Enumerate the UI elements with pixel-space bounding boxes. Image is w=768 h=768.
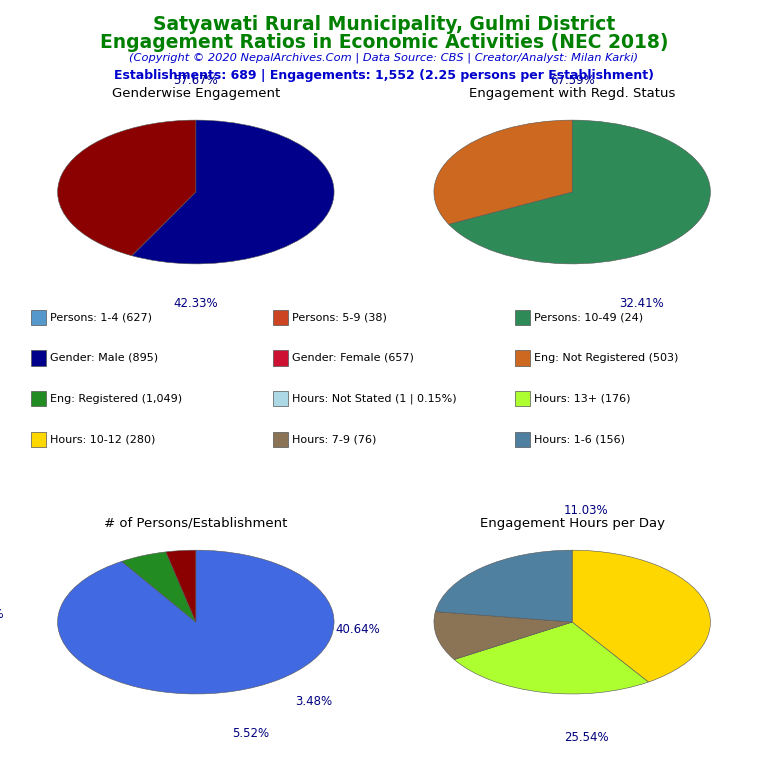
Text: 5.52%: 5.52% — [233, 727, 270, 740]
Text: 67.59%: 67.59% — [550, 74, 594, 87]
Wedge shape — [122, 552, 196, 622]
Text: 91.00%: 91.00% — [0, 608, 4, 621]
Text: 32.41%: 32.41% — [619, 297, 664, 310]
Text: Establishments: 689 | Engagements: 1,552 (2.25 persons per Establishment): Establishments: 689 | Engagements: 1,552… — [114, 69, 654, 82]
Title: # of Persons/Establishment: # of Persons/Establishment — [104, 517, 287, 530]
Text: Eng: Registered (1,049): Eng: Registered (1,049) — [50, 393, 182, 404]
Text: 11.03%: 11.03% — [564, 504, 608, 517]
Wedge shape — [434, 120, 572, 224]
Text: 57.67%: 57.67% — [174, 74, 218, 87]
Wedge shape — [166, 550, 196, 622]
Text: 25.54%: 25.54% — [564, 730, 608, 743]
Text: Persons: 1-4 (627): Persons: 1-4 (627) — [50, 312, 152, 323]
Wedge shape — [132, 120, 334, 264]
Text: Gender: Male (895): Gender: Male (895) — [50, 353, 158, 363]
Text: Hours: 13+ (176): Hours: 13+ (176) — [534, 393, 631, 404]
Text: Engagement Ratios in Economic Activities (NEC 2018): Engagement Ratios in Economic Activities… — [100, 33, 668, 52]
Wedge shape — [58, 120, 196, 256]
Wedge shape — [572, 550, 710, 682]
Text: 40.64%: 40.64% — [336, 623, 380, 636]
Title: Engagement Hours per Day: Engagement Hours per Day — [480, 517, 664, 530]
Title: Genderwise Engagement: Genderwise Engagement — [111, 87, 280, 100]
Text: Hours: 7-9 (76): Hours: 7-9 (76) — [292, 434, 376, 445]
Text: Hours: 10-12 (280): Hours: 10-12 (280) — [50, 434, 155, 445]
Text: Gender: Female (657): Gender: Female (657) — [292, 353, 414, 363]
Text: Hours: Not Stated (1 | 0.15%): Hours: Not Stated (1 | 0.15%) — [292, 393, 456, 404]
Text: (Copyright © 2020 NepalArchives.Com | Data Source: CBS | Creator/Analyst: Milan : (Copyright © 2020 NepalArchives.Com | Da… — [130, 53, 638, 64]
Text: 42.33%: 42.33% — [174, 297, 218, 310]
Text: Eng: Not Registered (503): Eng: Not Registered (503) — [534, 353, 678, 363]
Title: Engagement with Regd. Status: Engagement with Regd. Status — [469, 87, 675, 100]
Wedge shape — [58, 550, 334, 694]
Text: 3.48%: 3.48% — [295, 694, 332, 707]
Text: Hours: 1-6 (156): Hours: 1-6 (156) — [534, 434, 624, 445]
Wedge shape — [434, 611, 572, 660]
Text: Satyawati Rural Municipality, Gulmi District: Satyawati Rural Municipality, Gulmi Dist… — [153, 15, 615, 35]
Wedge shape — [454, 622, 648, 694]
Text: Persons: 5-9 (38): Persons: 5-9 (38) — [292, 312, 387, 323]
Wedge shape — [449, 120, 710, 264]
Wedge shape — [435, 550, 572, 622]
Text: Persons: 10-49 (24): Persons: 10-49 (24) — [534, 312, 643, 323]
